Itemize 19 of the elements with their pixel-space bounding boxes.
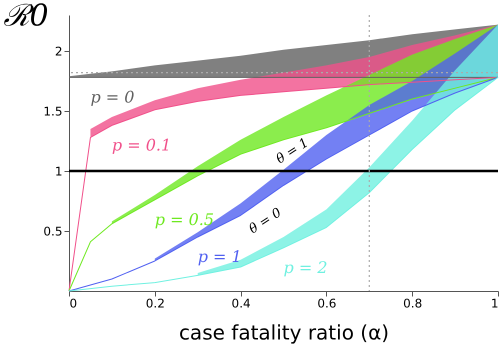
y-tick-label: 1.5 [43, 104, 62, 118]
x-tick-label: 0 [70, 296, 78, 310]
x-tick-label: 1 [490, 296, 498, 310]
x-axis-title: case fatality ratio (α) [178, 320, 390, 344]
x-tick-label: 0.8 [403, 296, 422, 310]
annotation: θ = 1 [274, 135, 312, 168]
annotation: θ = 0 [246, 205, 284, 238]
y-tick-label: 2 [54, 44, 62, 58]
x-tick-label: 0.4 [232, 296, 251, 310]
annotation: p = 0 [90, 87, 134, 106]
annotation: p = 0.5 [154, 210, 214, 229]
x-tick-label: 0.2 [146, 296, 165, 310]
y-tick-label: 1 [54, 164, 62, 178]
annotation: p = 1 [198, 247, 242, 266]
annotation: p = 0.1 [112, 135, 172, 154]
annotation: p = 2 [284, 258, 328, 277]
y-tick-label: 0.5 [43, 224, 62, 238]
y-axis-title: ℛ0 [4, 0, 49, 34]
x-tick-label: 0.6 [317, 296, 336, 310]
